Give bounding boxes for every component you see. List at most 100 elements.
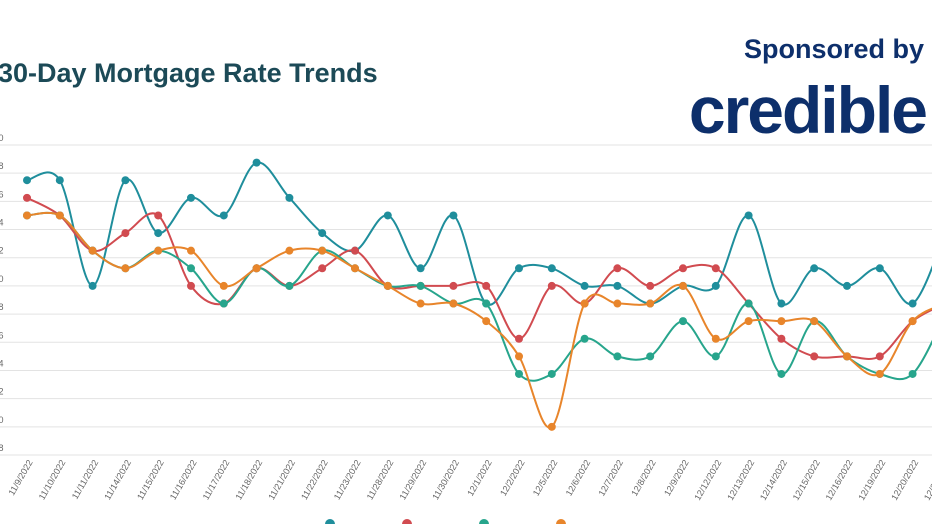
data-point	[515, 352, 523, 361]
data-point	[187, 246, 195, 255]
data-point	[219, 211, 228, 220]
data-point	[646, 299, 655, 308]
y-tick-label: 5.6	[0, 330, 4, 340]
data-point	[777, 299, 786, 308]
series-line-1	[26, 196, 932, 360]
data-point	[547, 281, 556, 290]
data-point	[383, 281, 392, 290]
y-tick-label: 4.8	[0, 443, 4, 453]
data-point	[810, 264, 819, 273]
y-tick-label: 5.8	[0, 302, 4, 312]
data-point	[515, 264, 523, 273]
data-point	[55, 176, 64, 185]
data-point	[154, 229, 163, 238]
sponsor-text: Sponsored by	[743, 34, 924, 64]
data-point	[744, 299, 753, 308]
x-tick-label: 12/21/2022	[922, 458, 932, 502]
data-point	[285, 246, 294, 255]
data-point	[613, 352, 622, 361]
data-point	[777, 369, 786, 378]
x-tick-label: 11/16/2022	[168, 458, 199, 501]
x-tick-label: 12/12/2022	[692, 458, 723, 502]
data-point	[88, 246, 97, 255]
data-point	[777, 317, 786, 326]
y-tick-label: 6.0	[0, 274, 4, 284]
legend-marker	[556, 519, 566, 524]
data-point	[515, 334, 523, 343]
data-point	[318, 264, 327, 273]
data-point	[613, 264, 622, 273]
data-point	[23, 193, 31, 202]
data-point	[55, 211, 64, 220]
x-tick-label: 11/23/2022	[332, 458, 363, 501]
x-tick-label: 11/21/2022	[266, 458, 297, 501]
data-point	[318, 246, 327, 255]
x-tick-label: 11/30/2022	[430, 458, 461, 501]
data-point	[121, 264, 130, 273]
x-tick-label: 12/15/2022	[791, 458, 822, 502]
data-point	[843, 352, 851, 361]
data-point	[187, 193, 195, 202]
data-point	[810, 317, 819, 326]
x-tick-label: 11/10/2022	[37, 458, 68, 501]
data-point	[482, 317, 491, 326]
data-point	[908, 369, 917, 378]
y-tick-label: 6.6	[0, 189, 4, 199]
y-tick-label: 6.2	[0, 246, 4, 256]
x-tick-label: 12/2/2022	[498, 458, 527, 498]
x-tick-label: 12/6/2022	[564, 458, 593, 498]
data-point	[252, 264, 261, 273]
data-point	[875, 369, 884, 378]
data-point	[416, 299, 425, 308]
x-tick-label: 11/9/2022	[6, 458, 34, 497]
data-point	[449, 299, 458, 308]
series-line-3	[26, 211, 932, 429]
data-point	[252, 158, 261, 167]
x-tick-label: 12/7/2022	[596, 458, 625, 498]
data-point	[711, 281, 720, 290]
y-tick-label: 5.4	[0, 358, 4, 368]
credible-logo: credible	[688, 73, 928, 147]
data-point	[219, 299, 228, 308]
y-tick-label: 7.0	[0, 133, 4, 143]
legend-marker	[479, 519, 489, 524]
data-point	[383, 211, 392, 220]
data-point	[23, 176, 31, 185]
data-point	[679, 264, 687, 273]
y-tick-label: 6.4	[0, 218, 4, 228]
legend-marker	[402, 519, 412, 524]
x-tick-label: 11/11/2022	[70, 458, 101, 501]
data-point	[515, 369, 523, 378]
data-point	[416, 264, 425, 273]
x-tick-label: 11/14/2022	[102, 458, 133, 501]
data-point	[88, 281, 97, 290]
x-tick-label: 11/22/2022	[299, 458, 330, 501]
data-point	[482, 281, 491, 290]
x-tick-label: 12/20/2022	[889, 458, 920, 502]
data-point	[613, 281, 622, 290]
data-point	[351, 264, 359, 273]
data-point	[187, 264, 195, 273]
data-point	[646, 281, 655, 290]
data-point	[285, 281, 294, 290]
x-tick-label: 11/18/2022	[233, 458, 264, 501]
x-tick-label: 11/15/2022	[135, 458, 166, 501]
x-tick-label: 12/1/2022	[465, 458, 494, 498]
x-tick-label: 12/8/2022	[629, 458, 658, 498]
data-point	[351, 246, 359, 255]
x-tick-label: 12/9/2022	[662, 458, 691, 498]
data-point	[154, 211, 163, 220]
data-point	[187, 281, 195, 290]
x-tick-label: 12/19/2022	[856, 458, 887, 502]
x-tick-label: 11/29/2022	[397, 458, 428, 501]
data-point	[547, 369, 556, 378]
data-point	[219, 281, 228, 290]
data-point	[908, 317, 917, 326]
data-point	[121, 229, 130, 238]
y-tick-label: 5.0	[0, 415, 4, 425]
data-point	[875, 352, 884, 361]
series-line-2	[26, 211, 932, 382]
data-point	[580, 299, 589, 308]
x-tick-label: 12/5/2022	[531, 458, 560, 498]
